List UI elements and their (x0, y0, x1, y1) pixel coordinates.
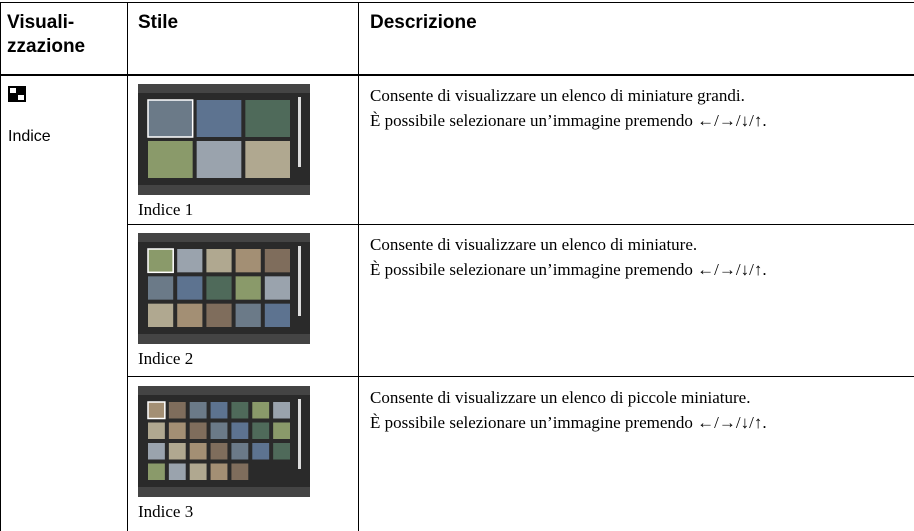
description-line: È possibile selezionare un’immagine prem… (370, 111, 767, 130)
caption: Indice 2 (138, 349, 194, 368)
header: Descrizione (370, 12, 477, 33)
thumbnail (138, 386, 310, 497)
rule (358, 2, 359, 531)
description-line: Consente di visualizzare un elenco di mi… (370, 235, 698, 254)
description-line: È possibile selezionare un’immagine prem… (370, 260, 767, 279)
index-icon (8, 86, 26, 102)
group-label: Indice (8, 128, 51, 145)
caption: Indice 3 (138, 502, 194, 521)
rule (0, 74, 914, 76)
thumbnail (138, 233, 310, 344)
header-line: Visuali- (7, 12, 75, 33)
description-line: Consente di visualizzare un elenco di mi… (370, 86, 745, 105)
rule (127, 2, 128, 531)
rule (127, 376, 914, 377)
caption: Indice 1 (138, 200, 194, 219)
thumbnail (138, 84, 310, 195)
header-line: zzazione (7, 36, 86, 57)
header: Stile (138, 12, 179, 33)
rule (127, 224, 914, 225)
rule (0, 2, 1, 531)
description-line: Consente di visualizzare un elenco di pi… (370, 388, 751, 407)
description-line: È possibile selezionare un’immagine prem… (370, 413, 767, 432)
rule (0, 2, 914, 3)
